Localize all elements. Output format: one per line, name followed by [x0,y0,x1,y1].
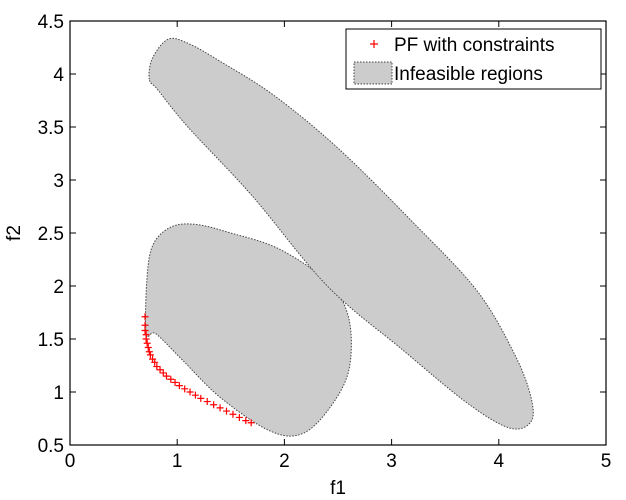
pf-point [229,410,237,418]
pareto-front-layer [141,313,255,427]
y-axis-label: f2 [4,225,25,241]
pf-point [216,404,224,412]
pf-point [145,348,153,356]
pf-point [175,382,183,390]
y-tick-label: 1.5 [38,330,64,351]
pf-point [142,335,150,343]
pf-point [146,351,154,359]
y-tick-label: 3 [53,171,64,192]
legend-region-swatch [353,61,393,85]
legend-entry-infeasible: Infeasible regions [394,64,543,85]
y-tick-label: 4 [53,65,64,86]
infeasible-region-2 [148,37,534,430]
x-tick-label: 5 [601,451,612,472]
y-tick-label: 0.5 [38,436,64,457]
x-tick-label: 4 [494,451,505,472]
pf-point [247,419,255,427]
axis-ticks [69,20,607,446]
x-axis-label: f1 [330,478,346,499]
y-tick-label: 1 [53,383,64,404]
pf-point [162,372,170,380]
pf-point [203,398,211,406]
pf-point [235,413,243,421]
pf-point [191,391,199,399]
pf-point [223,407,231,415]
x-tick-label: 3 [386,451,397,472]
pf-point [143,339,151,347]
y-tick-label: 3.5 [38,118,64,139]
pf-point [151,358,159,366]
pf-point [141,327,149,335]
pf-point [159,369,167,377]
infeasible-regions-layer [144,37,534,437]
y-tick-label: 2.5 [38,224,64,245]
legend-entry-pf: PF with constraints [394,35,555,56]
pf-point [242,417,250,425]
x-tick-label: 0 [65,451,76,472]
infeasible-region-1 [144,223,352,437]
pf-point [186,388,194,396]
pf-point [141,313,149,321]
pf-point [167,375,175,383]
axis-tick-labels: 0 1 2 3 4 5 0.5 1 1.5 2 2.5 3 3.5 4 4.5 [38,12,612,472]
y-tick-label: 2 [53,277,64,298]
pf-point [210,401,218,409]
x-tick-label: 1 [172,451,183,472]
pf-point [197,394,205,402]
legend: PF with constraints Infeasible regions [345,28,602,90]
legend-pf-marker [370,40,378,48]
pf-point [144,343,152,351]
y-tick-label: 4.5 [38,12,64,33]
legend-pf-plus [370,40,378,48]
pf-point [153,363,161,371]
pf-point [181,385,189,393]
x-tick-label: 2 [279,451,290,472]
pf-point [171,378,179,386]
pf-point [156,366,164,374]
